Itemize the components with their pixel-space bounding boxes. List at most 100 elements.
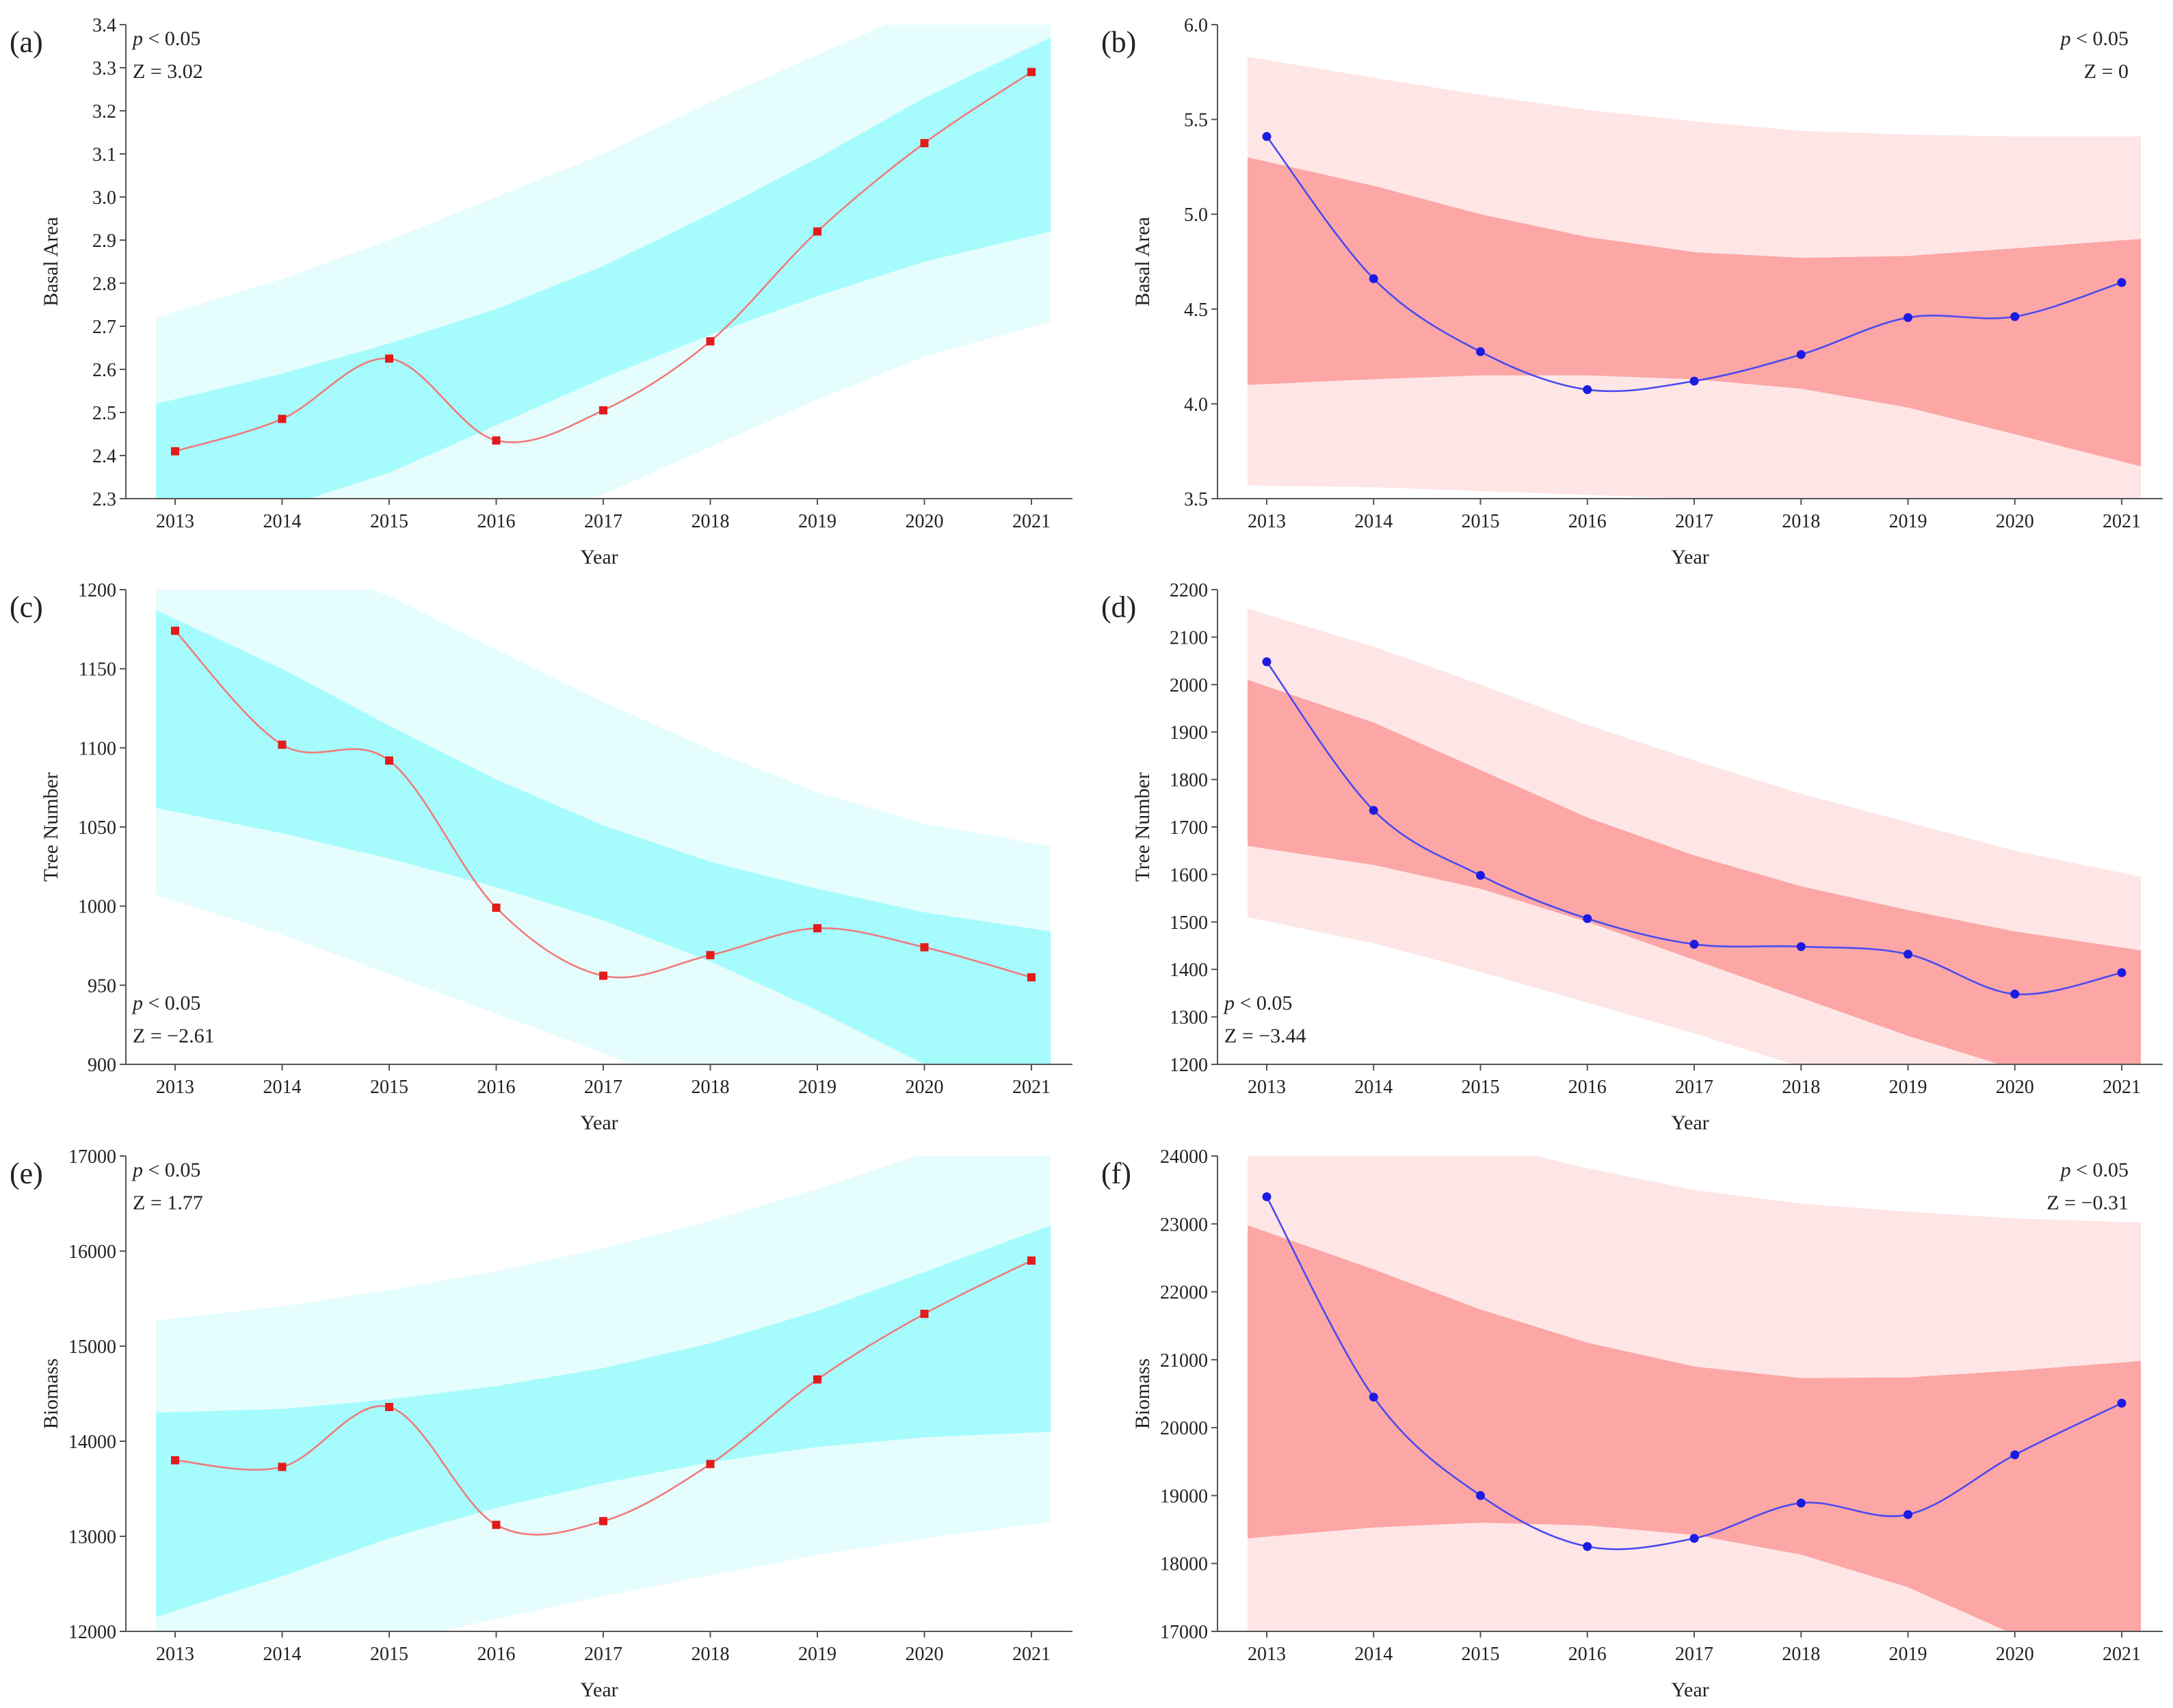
data-point-2020: [2010, 1450, 2020, 1460]
y-tick-label: 2.7: [92, 317, 116, 338]
x-tick-label: 2019: [1889, 511, 1927, 532]
data-point-2018: [706, 337, 715, 346]
data-point-2015: [385, 354, 393, 363]
y-axis-label: Tree Number: [40, 772, 62, 882]
x-tick-label: 2015: [1462, 1644, 1500, 1665]
y-tick-label: 2.9: [92, 231, 116, 252]
data-point-2017: [1689, 376, 1699, 386]
data-point-2016: [1583, 1542, 1592, 1551]
y-tick-label: 20000: [1160, 1418, 1208, 1439]
x-tick-label: 2013: [156, 1644, 194, 1665]
data-point-2014: [278, 415, 287, 423]
x-tick-label: 2013: [156, 511, 194, 532]
p-value-annotation: p < 0.05: [131, 992, 200, 1014]
data-point-2013: [171, 1456, 179, 1464]
z-value-annotation: Z = −0.31: [2046, 1192, 2129, 1214]
data-point-2019: [813, 227, 821, 236]
x-tick-label: 2015: [1462, 511, 1500, 532]
y-tick-label: 1150: [79, 659, 116, 681]
x-tick-label: 2019: [1889, 1644, 1927, 1665]
x-tick-label: 2013: [1248, 1077, 1286, 1098]
y-tick-label: 19000: [1160, 1486, 1208, 1507]
y-tick-label: 1000: [78, 897, 116, 918]
y-tick-label: 17000: [1160, 1622, 1208, 1643]
p-value-annotation: p < 0.05: [2059, 27, 2129, 50]
x-tick-label: 2020: [906, 511, 944, 532]
x-tick-label: 2017: [584, 1077, 622, 1098]
z-value-annotation: Z = 3.02: [133, 60, 203, 83]
panel-label: (e): [10, 1157, 43, 1190]
y-tick-label: 1800: [1170, 770, 1208, 791]
confidence-band-inner: [156, 1225, 1051, 1618]
data-point-2018: [706, 951, 715, 960]
chart-panel-e: 12000 13000 14000 15000 16000 17000 2013 2014 20…: [10, 1146, 1072, 1701]
data-point-2020: [2010, 989, 2020, 999]
x-axis-label: Year: [1671, 1679, 1709, 1701]
data-point-2018: [1796, 350, 1806, 359]
data-point-2020: [920, 943, 929, 951]
data-point-2014: [1369, 1392, 1378, 1402]
y-tick-label: 6.0: [1184, 15, 1208, 36]
x-tick-label: 2018: [692, 511, 730, 532]
x-axis-label: Year: [580, 1112, 618, 1134]
data-point-2020: [920, 139, 929, 148]
x-tick-label: 2017: [584, 511, 622, 532]
x-tick-label: 2016: [477, 1644, 516, 1665]
data-point-2021: [2117, 968, 2126, 977]
p-value-annotation: p < 0.05: [131, 1159, 200, 1181]
x-tick-label: 2020: [1996, 1644, 2034, 1665]
y-tick-label: 2.4: [92, 446, 116, 467]
data-point-2018: [706, 1460, 715, 1469]
data-point-2013: [171, 627, 179, 635]
y-axis-label: Biomass: [1131, 1358, 1154, 1429]
y-tick-label: 12000: [68, 1622, 116, 1643]
chart-panel-c: 900 950 1000 1050 1100 1150 1200 2013 2014 2015 20…: [10, 580, 1072, 1134]
x-tick-label: 2017: [584, 1644, 622, 1665]
x-tick-label: 2018: [1782, 1644, 1820, 1665]
y-axis-label: Basal Area: [40, 217, 62, 306]
y-tick-label: 2000: [1170, 675, 1208, 696]
confidence-band-inner: [1248, 157, 2141, 467]
y-tick-label: 4.0: [1184, 394, 1208, 415]
x-tick-label: 2013: [1248, 1644, 1286, 1665]
y-tick-label: 14000: [68, 1432, 116, 1453]
y-tick-label: 3.3: [92, 58, 116, 79]
y-axis-label: Tree Number: [1131, 772, 1154, 882]
data-point-2014: [1369, 806, 1378, 815]
y-tick-label: 5.0: [1184, 205, 1208, 226]
y-tick-label: 18000: [1160, 1554, 1208, 1575]
x-tick-label: 2020: [906, 1644, 944, 1665]
panel-label: (a): [10, 25, 43, 59]
confidence-band-inner: [1248, 679, 2141, 1064]
data-point-2020: [2010, 312, 2020, 321]
panel-label: (f): [1101, 1157, 1131, 1190]
z-value-annotation: Z = −2.61: [133, 1025, 215, 1047]
data-point-2016: [492, 436, 501, 445]
y-tick-label: 3.2: [92, 101, 116, 122]
x-tick-label: 2014: [263, 1077, 302, 1098]
y-tick-label: 1300: [1170, 1008, 1208, 1029]
y-tick-label: 22000: [1160, 1283, 1208, 1304]
y-tick-label: 1500: [1170, 912, 1208, 934]
data-point-2013: [1262, 1192, 1272, 1202]
x-tick-label: 2021: [1012, 1077, 1051, 1098]
y-tick-label: 1200: [1170, 1055, 1208, 1076]
data-point-2015: [1476, 871, 1485, 880]
series-line: [1265, 661, 2122, 996]
panel-label: (c): [10, 590, 43, 624]
z-value-annotation: Z = 0: [2084, 60, 2129, 83]
data-point-2017: [599, 971, 607, 980]
chart-panel-d: 1200 1300 1400 1500 1600 1700 1800 1900 2000 2100…: [1101, 580, 2163, 1134]
x-tick-label: 2018: [1782, 511, 1820, 532]
y-tick-label: 3.1: [92, 144, 116, 166]
data-point-2014: [278, 1462, 287, 1471]
data-point-2015: [385, 756, 393, 765]
data-point-2014: [1369, 274, 1378, 283]
confidence-band-inner: [156, 37, 1051, 499]
panel-label: (b): [1101, 25, 1136, 59]
x-tick-label: 2018: [692, 1644, 730, 1665]
x-tick-label: 2016: [1568, 511, 1607, 532]
p-value-annotation: p < 0.05: [2059, 1159, 2129, 1181]
x-tick-label: 2017: [1675, 1077, 1713, 1098]
